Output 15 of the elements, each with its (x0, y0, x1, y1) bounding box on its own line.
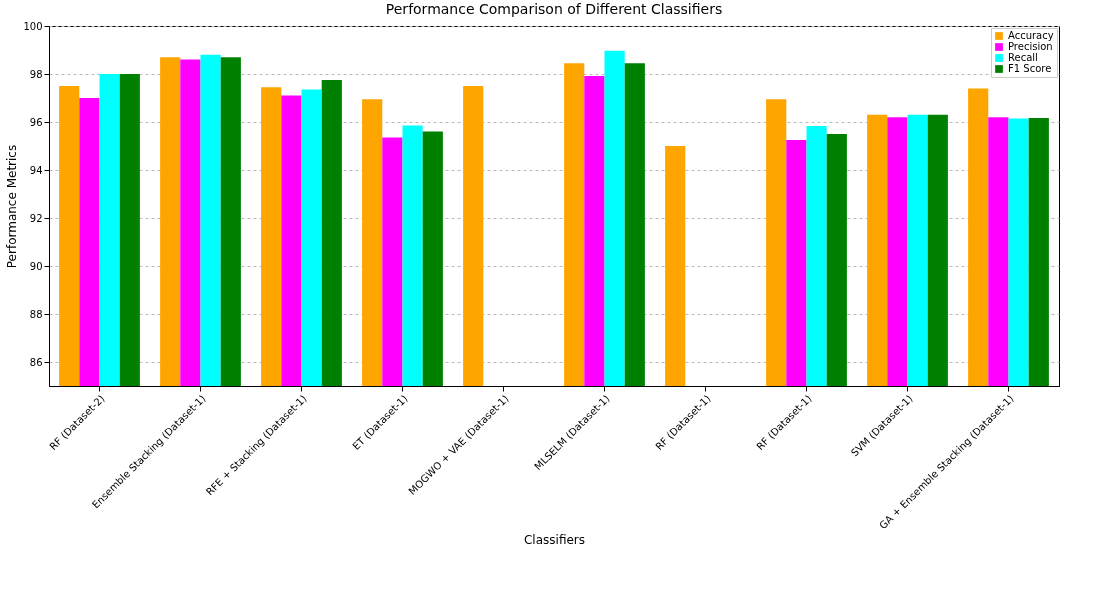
legend-label: Precision (1008, 41, 1053, 52)
y-tick-label: 100 (23, 20, 43, 32)
y-tick-label: 90 (29, 260, 43, 272)
legend-label: F1 Score (1008, 63, 1052, 74)
legend-label: Recall (1008, 52, 1038, 63)
chart-title: Performance Comparison of Different Classifiers (385, 1, 723, 17)
y-axis-title: Performance Metrics (5, 144, 20, 269)
x-axis-title: Classifiers (523, 533, 586, 548)
legend-label: Accuracy (1008, 30, 1054, 41)
y-tick-label: 96 (29, 116, 43, 128)
y-tick-label: 86 (29, 356, 43, 368)
y-tick-label: 98 (29, 68, 43, 80)
y-tick-label: 88 (29, 308, 43, 320)
y-tick-label: 92 (29, 212, 43, 224)
y-tick-label: 94 (29, 164, 43, 176)
